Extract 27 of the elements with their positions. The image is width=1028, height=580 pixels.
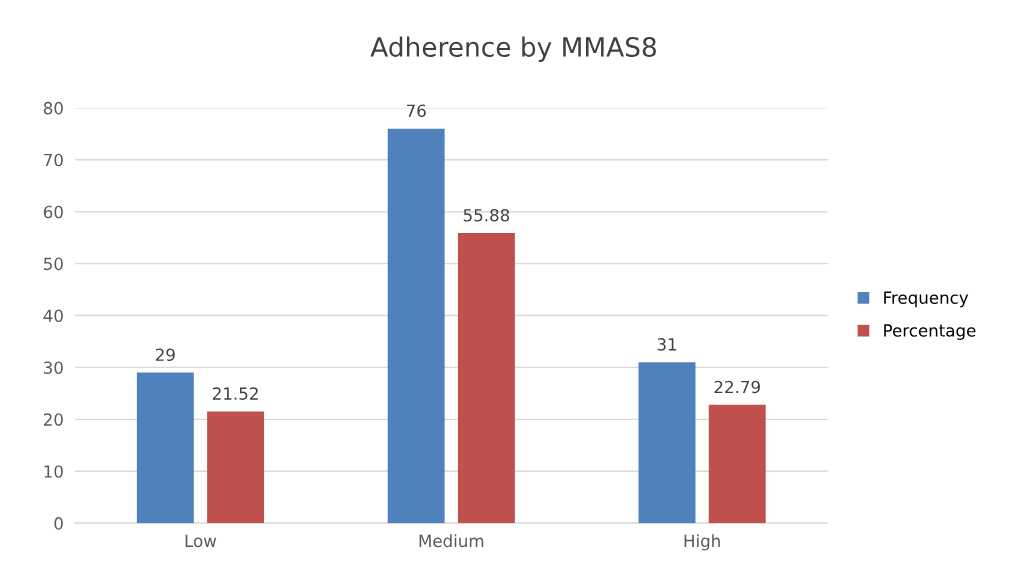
y-tick-label: 70	[44, 153, 63, 167]
x-tick-label: Low	[185, 534, 217, 548]
y-tick-label: 20	[43, 413, 63, 426]
x-tick-label: High	[684, 534, 720, 551]
x-tick-label: Medium	[419, 534, 484, 548]
bar	[136, 372, 194, 524]
y-tick-label: 50	[44, 257, 63, 271]
bar	[457, 233, 515, 524]
data-label: 55.88	[463, 208, 510, 222]
legend-label: Percentage	[884, 324, 976, 340]
y-tick-label: 0	[54, 517, 63, 530]
bar	[638, 362, 696, 524]
data-label: 31	[657, 338, 677, 351]
chart-title: Adherence by MMAS8	[370, 36, 656, 63]
bar	[387, 128, 445, 524]
data-label: 21.52	[212, 387, 258, 400]
y-tick-label: 60	[43, 205, 63, 219]
y-tick-label: 30	[44, 361, 63, 374]
bar	[708, 404, 766, 524]
legend-label: Frequency	[884, 291, 969, 308]
data-label: 22.79	[714, 380, 760, 394]
y-tick-label: 10	[44, 465, 63, 478]
data-label: 29	[155, 348, 175, 362]
data-label: 76	[406, 104, 426, 118]
bar	[207, 411, 265, 524]
y-tick-label: 80	[43, 101, 63, 115]
y-tick-label: 40	[43, 309, 63, 323]
